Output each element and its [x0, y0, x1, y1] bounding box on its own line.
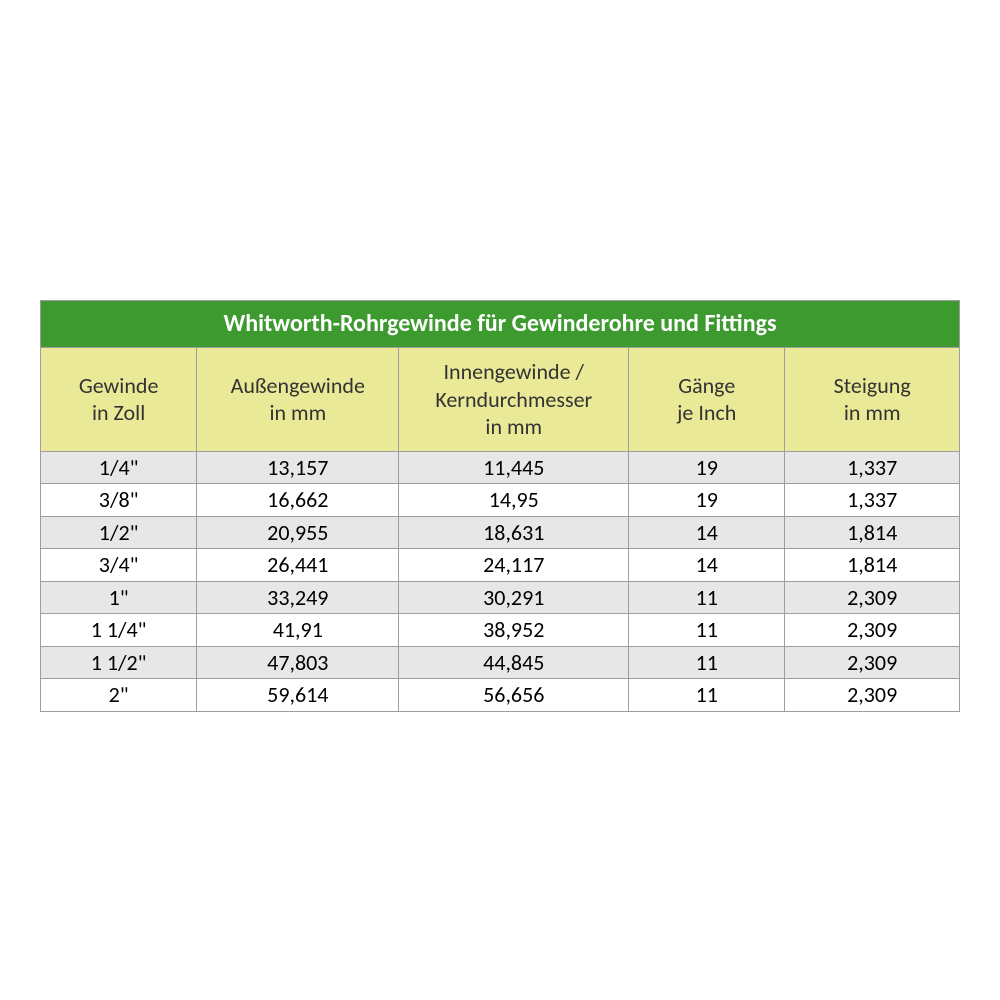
cell-r2-c3: 14 [629, 516, 785, 549]
cell-r1-c1: 16,662 [197, 484, 399, 517]
table-row: 3/8"16,66214,95191,337 [41, 484, 960, 517]
col-header-line: in mm [269, 399, 326, 426]
cell-r4-c4: 2,309 [785, 581, 960, 614]
col-header-4: Steigungin mm [785, 348, 960, 452]
cell-r4-c2: 30,291 [399, 581, 629, 614]
table-row: 3/4"26,44124,117141,814 [41, 549, 960, 582]
whitworth-table: Whitworth-Rohrgewinde für Gewinderohre u… [40, 300, 960, 712]
cell-r1-c4: 1,337 [785, 484, 960, 517]
cell-r3-c2: 24,117 [399, 549, 629, 582]
cell-r4-c3: 11 [629, 581, 785, 614]
col-header-3: Gängeje Inch [629, 348, 785, 452]
cell-r1-c3: 19 [629, 484, 785, 517]
table-row: 1/2"20,95518,631141,814 [41, 516, 960, 549]
cell-r4-c1: 33,249 [197, 581, 399, 614]
cell-r2-c0: 1/2" [41, 516, 197, 549]
cell-r1-c2: 14,95 [399, 484, 629, 517]
col-header-line: je Inch [677, 399, 736, 426]
col-header-line: Gänge [678, 372, 735, 399]
cell-r7-c3: 11 [629, 679, 785, 712]
col-header-line: Kerndurchmesser [435, 386, 592, 413]
cell-r6-c4: 2,309 [785, 646, 960, 679]
cell-r6-c1: 47,803 [197, 646, 399, 679]
cell-r7-c1: 59,614 [197, 679, 399, 712]
cell-r6-c3: 11 [629, 646, 785, 679]
col-header-line: in Zoll [92, 399, 145, 426]
table-container: Whitworth-Rohrgewinde für Gewinderohre u… [40, 300, 960, 712]
cell-r0-c2: 11,445 [399, 451, 629, 484]
cell-r6-c2: 44,845 [399, 646, 629, 679]
col-header-1: Außengewindein mm [197, 348, 399, 452]
cell-r2-c4: 1,814 [785, 516, 960, 549]
cell-r5-c3: 11 [629, 614, 785, 647]
cell-r0-c4: 1,337 [785, 451, 960, 484]
cell-r7-c0: 2" [41, 679, 197, 712]
col-header-line: in mm [485, 413, 542, 440]
col-header-line: Gewinde [79, 372, 159, 399]
cell-r7-c4: 2,309 [785, 679, 960, 712]
table-row: 1 1/2"47,80344,845112,309 [41, 646, 960, 679]
cell-r4-c0: 1" [41, 581, 197, 614]
table-row: 1"33,24930,291112,309 [41, 581, 960, 614]
cell-r5-c1: 41,91 [197, 614, 399, 647]
table-row: 1 1/4"41,9138,952112,309 [41, 614, 960, 647]
cell-r3-c1: 26,441 [197, 549, 399, 582]
col-header-2: Innengewinde /Kerndurchmesserin mm [399, 348, 629, 452]
cell-r2-c2: 18,631 [399, 516, 629, 549]
col-header-0: Gewindein Zoll [41, 348, 197, 452]
table-row: 2"59,61456,656112,309 [41, 679, 960, 712]
cell-r0-c3: 19 [629, 451, 785, 484]
col-header-line: Steigung [834, 372, 911, 399]
col-header-line: Innengewinde / [444, 358, 585, 385]
cell-r5-c4: 2,309 [785, 614, 960, 647]
table-body: 1/4"13,15711,445191,3373/8"16,66214,9519… [41, 451, 960, 711]
cell-r3-c0: 3/4" [41, 549, 197, 582]
cell-r6-c0: 1 1/2" [41, 646, 197, 679]
subheader-row: Gewindein ZollAußengewindein mmInnengewi… [41, 348, 960, 452]
cell-r1-c0: 3/8" [41, 484, 197, 517]
cell-r0-c1: 13,157 [197, 451, 399, 484]
cell-r3-c4: 1,814 [785, 549, 960, 582]
cell-r7-c2: 56,656 [399, 679, 629, 712]
table-row: 1/4"13,15711,445191,337 [41, 451, 960, 484]
table-title: Whitworth-Rohrgewinde für Gewinderohre u… [41, 301, 960, 348]
cell-r0-c0: 1/4" [41, 451, 197, 484]
col-header-line: in mm [844, 399, 901, 426]
title-row: Whitworth-Rohrgewinde für Gewinderohre u… [41, 301, 960, 348]
cell-r5-c0: 1 1/4" [41, 614, 197, 647]
cell-r3-c3: 14 [629, 549, 785, 582]
cell-r5-c2: 38,952 [399, 614, 629, 647]
col-header-line: Außengewinde [231, 372, 365, 399]
cell-r2-c1: 20,955 [197, 516, 399, 549]
